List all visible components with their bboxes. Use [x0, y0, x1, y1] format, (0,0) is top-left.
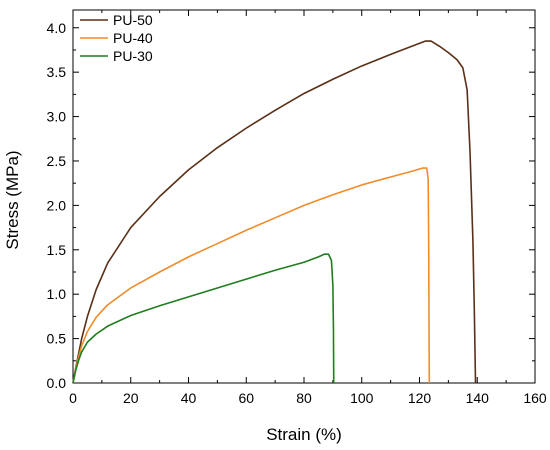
legend-label-pu-50: PU-50 — [113, 12, 153, 28]
legend-label-pu-30: PU-30 — [113, 48, 153, 64]
x-tick-label: 0 — [69, 390, 77, 406]
y-tick-label: 3.5 — [47, 64, 67, 80]
y-tick-label: 1.5 — [47, 242, 67, 258]
x-tick-label: 80 — [296, 390, 312, 406]
y-tick-label: 0.5 — [47, 331, 67, 347]
x-tick-label: 160 — [523, 390, 547, 406]
x-tick-label: 60 — [238, 390, 254, 406]
axes: 0 20 40 60 80 100 120 140 160 0.0 0.5 1.0 1.5 2.0 2.5 3… — [47, 9, 547, 406]
x-tick-label: 100 — [350, 390, 374, 406]
x-tick-label: 40 — [181, 390, 197, 406]
series-layer — [72, 40, 477, 384]
x-axis-label: Strain (%) — [266, 425, 342, 444]
y-tick-label: 1.0 — [47, 286, 67, 302]
y-tick-label: 2.0 — [47, 197, 67, 213]
y-tick-label: 3.0 — [47, 109, 67, 125]
y-tick-label: 4.0 — [47, 20, 67, 36]
x-tick-label: 120 — [408, 390, 432, 406]
series-line-pu-40 — [72, 167, 431, 384]
y-tick-label: 2.5 — [47, 153, 67, 169]
series-line-pu-30 — [72, 253, 335, 384]
plot-frame — [72, 9, 536, 384]
y-axis-label: Stress (MPa) — [3, 150, 22, 249]
legend-label-pu-40: PU-40 — [113, 30, 153, 46]
x-tick-label: 140 — [466, 390, 490, 406]
y-tick-label: 0.0 — [47, 375, 67, 391]
x-tick-label: 20 — [123, 390, 139, 406]
legend: PU-50 PU-40 PU-30 — [80, 12, 153, 64]
series-line-pu-50 — [72, 40, 477, 384]
